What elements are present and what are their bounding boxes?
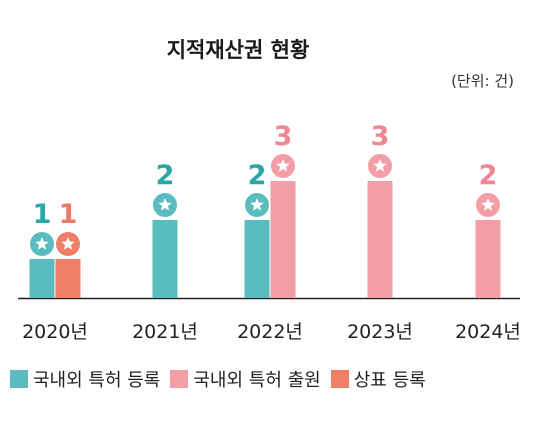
bar-2020년-1 [29,259,55,298]
star-icon [61,237,75,250]
data-label: 3 [274,121,293,152]
data-label: 3 [371,121,390,152]
legend-label: 국내외 특허 출원 [193,370,321,391]
legend-swatch [170,370,189,388]
legend-label: 상표 등록 [353,370,426,391]
bar-2022년-1 [244,220,270,298]
bar-2021년-1 [152,220,178,298]
legend: 국내외 특허 등록 국내외 특허 출원 상표 등록 [10,366,436,392]
star-icon [35,237,49,250]
x-tick-label: 2023년 [347,321,413,343]
data-label: 1 [33,199,52,230]
x-tick-label: 2020년 [22,321,88,343]
bar-2020년-3 [55,259,81,298]
star-icon [276,159,290,172]
star-icon [481,198,495,211]
legend-item: 국내외 특허 출원 [170,366,321,392]
bar-2024년-2 [475,220,501,298]
x-tick-label: 2022년 [237,321,303,343]
data-label: 1 [59,199,78,230]
legend-item: 국내외 특허 등록 [10,366,160,392]
legend-item: 상표 등록 [330,366,426,392]
legend-label: 국내외 특허 등록 [33,370,161,391]
unit-note: (단위: 건) [451,72,514,90]
bar-2022년-2 [270,181,296,298]
star-icon [250,198,264,211]
data-label: 2 [479,160,498,191]
data-label: 2 [248,160,267,191]
bar-2023년-2 [367,181,393,298]
chart-title: 지적재산권 현황 [166,38,310,62]
star-icon [373,159,387,172]
legend-swatch [10,370,28,388]
legend-swatch [330,370,349,388]
x-tick-label: 2021년 [132,321,198,343]
x-tick-label: 2024년 [455,321,521,343]
data-label: 2 [156,160,175,191]
star-icon [158,198,172,211]
